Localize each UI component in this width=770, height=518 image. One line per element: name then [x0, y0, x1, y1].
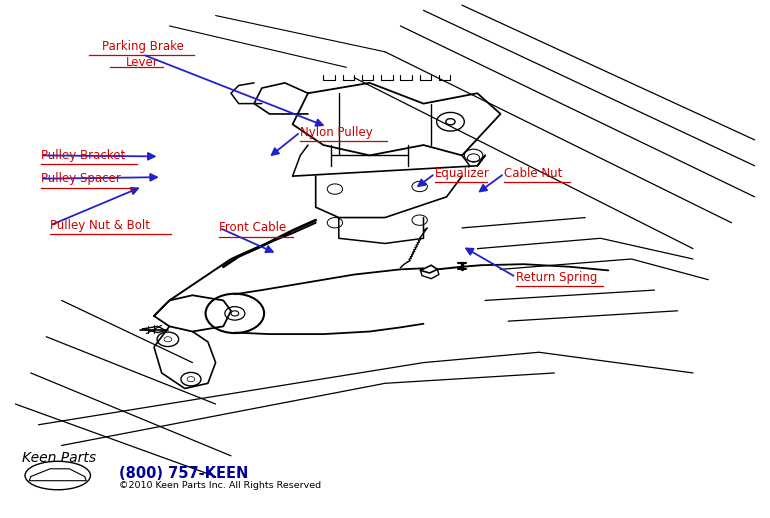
Text: Pulley Nut & Bolt: Pulley Nut & Bolt	[50, 219, 150, 232]
Circle shape	[446, 119, 455, 125]
Text: Pulley Spacer: Pulley Spacer	[41, 172, 121, 185]
Text: (800) 757-KEEN: (800) 757-KEEN	[119, 467, 249, 481]
Text: Front Cable: Front Cable	[219, 221, 286, 235]
Text: Nylon Pulley: Nylon Pulley	[300, 125, 373, 139]
Text: Equalizer: Equalizer	[435, 167, 490, 180]
Text: Pulley Bracket: Pulley Bracket	[41, 149, 125, 162]
Text: ©2010 Keen Parts Inc. All Rights Reserved: ©2010 Keen Parts Inc. All Rights Reserve…	[119, 481, 322, 491]
Circle shape	[164, 337, 172, 342]
Text: Return Spring: Return Spring	[516, 270, 598, 284]
Circle shape	[231, 311, 239, 316]
Circle shape	[187, 377, 195, 382]
Text: Keen Parts: Keen Parts	[22, 451, 95, 466]
Text: Parking Brake
Lever: Parking Brake Lever	[102, 40, 183, 69]
Text: Cable Nut: Cable Nut	[504, 167, 563, 180]
